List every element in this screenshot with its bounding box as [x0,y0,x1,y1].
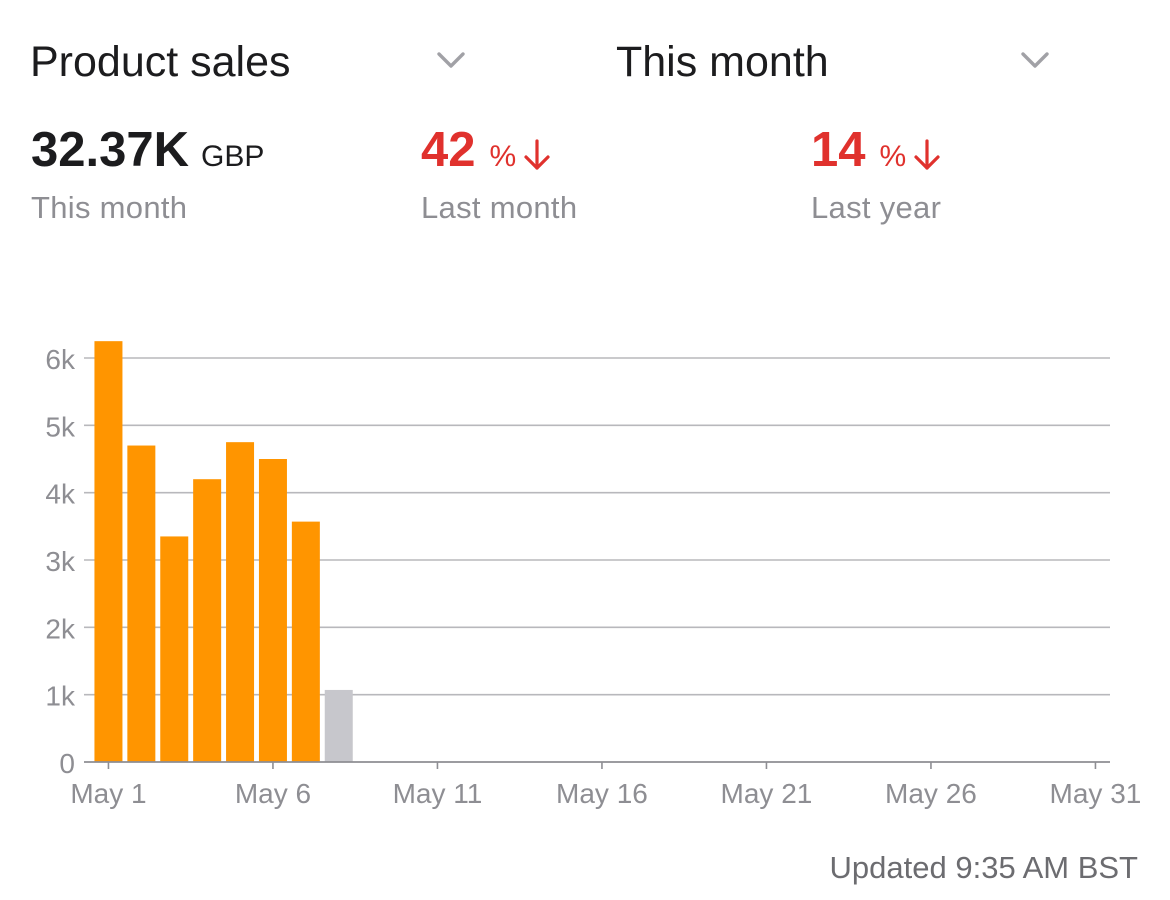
metric-dropdown-label: Product sales [30,37,291,86]
x-tick-label: May 21 [721,778,813,809]
stat-last-year-value: 14 [811,123,866,177]
chevron-down-icon [1021,52,1049,68]
y-tick-label: 1k [45,681,76,712]
stat-total-unit: GBP [201,140,265,173]
x-tick-label: May 31 [1050,778,1142,809]
y-tick-label: 2k [45,613,76,644]
stat-last-month-unit: % [489,140,517,173]
period-dropdown-label: This month [616,37,829,86]
sales-bar-chart[interactable]: 0 1k 2k 3k 4k 5k 6k May 1 May 6 May 11 May 16 May 2… [0,300,1170,840]
bar[interactable] [324,689,353,762]
y-tick-label: 0 [59,748,75,779]
y-tick-label: 4k [45,479,76,510]
x-tick-label: May 11 [393,778,483,809]
stat-last-year: 14 % Last year [811,122,942,226]
y-tick-label: 3k [45,546,76,577]
period-dropdown[interactable]: This month [616,30,1056,94]
x-tick-label: May 1 [70,778,146,809]
stat-last-month-label: Last month [421,190,578,225]
x-tick-label: May 26 [885,778,977,809]
stat-this-month: 32.37K GBP This month [31,122,264,226]
bar[interactable] [160,536,189,762]
bar[interactable] [226,442,255,762]
last-updated-text: Updated 9:35 AM BST [829,850,1138,885]
arrow-down-icon [914,139,940,170]
chevron-down-icon [437,52,465,68]
stat-total-value: 32.37K [31,123,190,177]
bar[interactable] [291,521,320,762]
x-tick-label: May 6 [235,778,311,809]
y-tick-label: 5k [45,411,76,442]
stat-last-month-value: 42 [421,123,476,177]
bar[interactable] [94,341,123,762]
stat-last-year-label: Last year [811,190,942,225]
stat-total-label: This month [31,190,188,225]
x-tick-label: May 16 [556,778,648,809]
bar[interactable] [258,459,287,762]
bar[interactable] [193,479,222,762]
stat-last-year-unit: % [879,140,907,173]
metric-dropdown[interactable]: Product sales [30,30,470,94]
arrow-down-icon [524,139,550,170]
stat-last-month: 42 % Last month [421,122,577,226]
bar[interactable] [127,445,156,762]
y-tick-label: 6k [45,344,76,375]
